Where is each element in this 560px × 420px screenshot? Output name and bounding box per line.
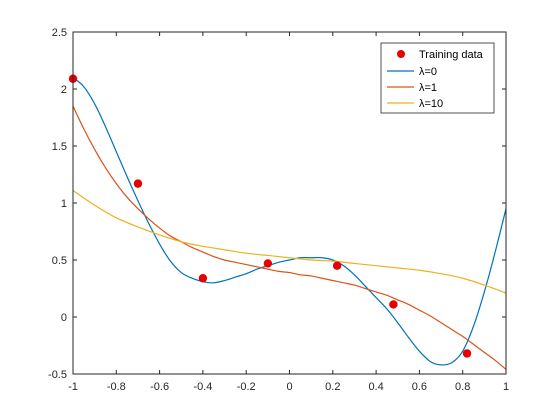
series-line-lambda-1: [72, 105, 507, 370]
legend: Training data λ=0 λ=1 λ=10: [380, 42, 495, 114]
legend-label-lambda-0: λ=0: [419, 66, 437, 78]
y-tick-label: 0: [61, 312, 67, 324]
plot-box: [72, 31, 507, 375]
x-tick-label: -0.2: [237, 381, 256, 393]
x-tick-label: -0.6: [150, 381, 169, 393]
x-tick-label: 0: [286, 381, 292, 393]
legend-box: [380, 42, 495, 114]
x-tick-label: 0.6: [412, 381, 427, 393]
x-tick-label: -0.4: [193, 381, 212, 393]
y-tick-label: 1: [61, 198, 67, 210]
y-tick-label: 0.5: [52, 255, 67, 267]
y-tick-label: 2.5: [52, 27, 67, 39]
x-tick-label: 0.4: [368, 381, 383, 393]
y-tick-label: -0.5: [48, 369, 67, 381]
data-point: [263, 259, 273, 268]
x-tick-label: -0.8: [107, 381, 126, 393]
legend-label-training-data: Training data: [419, 49, 484, 61]
x-tick-label: 1: [503, 381, 509, 393]
x-tick-label: -1: [68, 381, 78, 393]
y-tick-label: 2: [61, 84, 67, 96]
series-line-lambda-10: [72, 189, 507, 294]
data-point: [462, 349, 472, 358]
tick-layer: -1 -0.8 -0.6 -0.4 -0.2 0 0.2 0.4 0.6 0.8 1 -0.5 0 0.5…: [48, 27, 509, 393]
data-point: [133, 179, 143, 188]
x-tick-label: 0.8: [455, 381, 470, 393]
legend-label-lambda-1: λ=1: [419, 82, 437, 94]
series-layer: [72, 77, 507, 370]
y-tick-label: 1.5: [52, 141, 67, 153]
data-point: [389, 300, 398, 309]
series-line-lambda-0: [72, 77, 507, 366]
legend-marker-training-data: [397, 50, 405, 58]
x-tick-label: 0.2: [325, 381, 340, 393]
legend-label-lambda-10: λ=10: [419, 98, 443, 110]
data-point: [198, 274, 208, 283]
points-layer: [68, 74, 472, 358]
data-point: [332, 261, 342, 270]
